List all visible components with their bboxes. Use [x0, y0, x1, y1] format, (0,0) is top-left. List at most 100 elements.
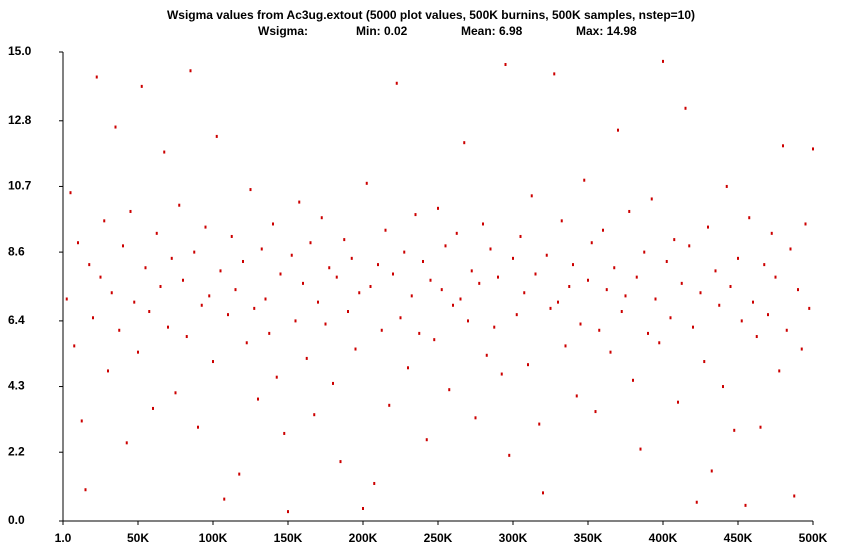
point [136, 350, 139, 354]
point [793, 494, 796, 498]
point [740, 319, 743, 323]
point [339, 460, 342, 464]
stats-max: Max: 14.98 [576, 24, 637, 38]
point [238, 472, 241, 476]
point [69, 191, 72, 195]
point [481, 222, 484, 226]
point [736, 256, 739, 260]
point [489, 247, 492, 251]
y-tick-label: 15.0 [8, 44, 32, 58]
point [215, 134, 218, 138]
point [436, 206, 439, 210]
point [305, 356, 308, 360]
point [718, 303, 721, 307]
point [639, 447, 642, 451]
point [234, 288, 237, 292]
point [541, 491, 544, 495]
point [264, 297, 267, 301]
point [241, 259, 244, 263]
point [650, 197, 653, 201]
point [328, 266, 331, 270]
point [324, 322, 327, 326]
point [493, 325, 496, 329]
point [710, 469, 713, 473]
point [174, 391, 177, 395]
point [511, 256, 514, 260]
point [763, 263, 766, 267]
point [106, 369, 109, 373]
point [144, 266, 147, 270]
x-tick-label: 150K [274, 531, 303, 545]
point [556, 300, 559, 304]
x-tick-label: 250K [424, 531, 453, 545]
x-tick-label: 350K [574, 531, 603, 545]
point [733, 428, 736, 432]
point [613, 266, 616, 270]
point [451, 303, 454, 307]
point [538, 422, 541, 426]
point [380, 328, 383, 332]
point [643, 250, 646, 254]
point [594, 410, 597, 414]
point [549, 306, 552, 310]
point [133, 300, 136, 304]
point [361, 506, 364, 510]
point [354, 347, 357, 351]
point [534, 272, 537, 276]
point [703, 360, 706, 364]
point [470, 269, 473, 273]
point [346, 310, 349, 314]
point [166, 325, 169, 329]
y-tick-label: 6.4 [8, 313, 25, 327]
point [320, 216, 323, 220]
point [343, 238, 346, 242]
point [609, 350, 612, 354]
point [808, 306, 811, 310]
point [463, 141, 466, 145]
point [373, 481, 376, 485]
point [125, 441, 128, 445]
point [309, 241, 312, 245]
point [575, 394, 578, 398]
point [459, 297, 462, 301]
point [474, 416, 477, 420]
point [253, 306, 256, 310]
point [601, 228, 604, 232]
point [500, 372, 503, 376]
point [444, 244, 447, 248]
point [148, 310, 151, 314]
point [673, 238, 676, 242]
point [268, 331, 271, 335]
point [200, 303, 203, 307]
x-tick-label: 1.0 [55, 531, 72, 545]
stats-label: Wsigma: [258, 24, 308, 38]
point [384, 228, 387, 232]
point [466, 319, 469, 323]
point [425, 438, 428, 442]
point [80, 419, 83, 423]
point [121, 244, 124, 248]
point [140, 84, 143, 88]
point [646, 331, 649, 335]
point [797, 288, 799, 292]
x-tick-label: 450K [724, 531, 753, 545]
point [388, 403, 391, 407]
point [196, 425, 199, 429]
point [129, 209, 132, 213]
point [65, 297, 68, 301]
point [515, 313, 518, 317]
point [774, 275, 777, 279]
point [114, 125, 117, 129]
point [669, 316, 672, 320]
point [624, 294, 627, 298]
point [620, 310, 623, 314]
point [76, 241, 79, 245]
point [245, 341, 248, 345]
point [391, 272, 394, 276]
point [73, 344, 76, 348]
stats-mean: Mean: 6.98 [461, 24, 523, 38]
point [110, 291, 113, 295]
y-tick-label: 2.2 [8, 444, 25, 458]
point [178, 203, 181, 207]
point [223, 497, 226, 501]
